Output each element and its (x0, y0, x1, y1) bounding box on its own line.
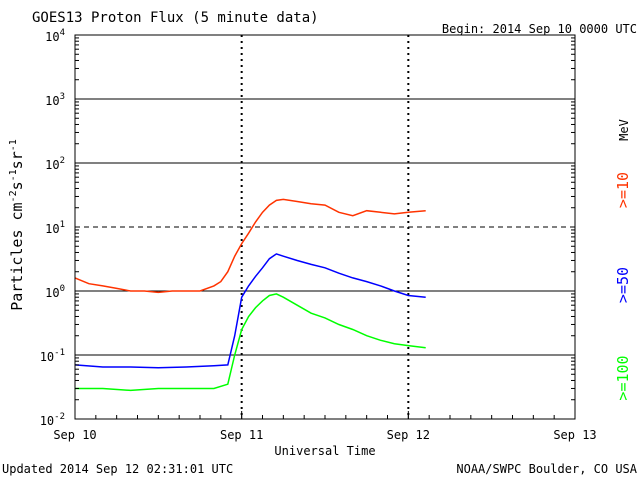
x-tick-label: Sep 13 (553, 428, 596, 442)
grid-lines (75, 35, 575, 419)
updated-label: Updated 2014 Sep 12 02:31:01 UTC (2, 462, 233, 476)
y-tick-label: 10-1 (40, 348, 65, 364)
y-tick-label: 102 (45, 156, 65, 172)
plot-axes (74, 34, 576, 420)
x-tick-label: Sep 10 (53, 428, 96, 442)
y-tick-label: 104 (45, 28, 65, 44)
y-axis-label: Particles cm-2s-1sr-1 (8, 139, 26, 311)
y-tick-label: 10-2 (40, 412, 65, 428)
x-tick-label: Sep 11 (220, 428, 263, 442)
series-lines (74, 198, 426, 392)
chart-title: GOES13 Proton Flux (5 minute data) (32, 10, 319, 26)
begin-time-label: Begin: 2014 Sep 10 0000 UTC (442, 22, 637, 36)
series-line-ge10 (74, 198, 426, 294)
energy-label-ge10: >=10 (614, 172, 632, 208)
y-tick-label: 100 (45, 284, 65, 300)
energy-legend: MeV >=10 >=50 >=100 (614, 119, 632, 400)
y-tick-labels: 10-2 10-1 100 101 102 103 104 (40, 28, 65, 428)
energy-label-ge100: >=100 (614, 355, 632, 400)
x-axis-label: Universal Time (274, 444, 375, 458)
y-tick-label: 103 (45, 92, 65, 108)
energy-label-ge50: >=50 (614, 267, 632, 303)
y-tick-label: 101 (45, 220, 65, 236)
mev-unit-label: MeV (617, 119, 631, 141)
source-label: NOAA/SWPC Boulder, CO USA (456, 462, 637, 476)
series-line-ge100 (75, 293, 426, 392)
x-tick-label: Sep 12 (387, 428, 430, 442)
plot-frame (74, 34, 576, 420)
x-tick-labels: Sep 10 Sep 11 Sep 12 Sep 13 (53, 428, 596, 442)
series-line-ge50 (74, 253, 426, 369)
